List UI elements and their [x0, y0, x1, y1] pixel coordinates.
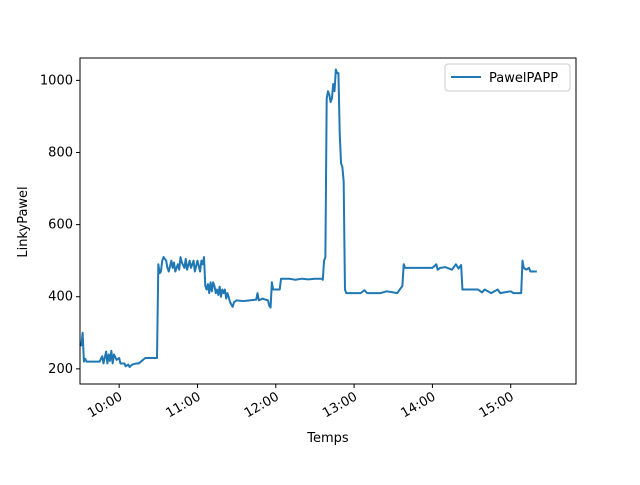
y-axis-ticks: 200 400 600 800 1000 [40, 73, 80, 377]
y-tick-label-400: 400 [48, 290, 73, 305]
y-tick-label-600: 600 [48, 218, 73, 233]
legend-label-pawelpapp: PawelPAPP [489, 71, 558, 86]
y-tick-label-1000: 1000 [40, 73, 73, 88]
x-axis-label: Temps [306, 431, 349, 446]
y-axis-label: LinkyPawel [16, 186, 31, 257]
legend-frame [444, 63, 571, 92]
y-tick-label-800: 800 [48, 145, 73, 160]
y-tick-label-200: 200 [48, 362, 73, 377]
legend: PawelPAPP [444, 63, 571, 92]
plot-area [79, 57, 577, 385]
series-line-pawelpapp [79, 68, 537, 369]
axes-frame [79, 57, 577, 385]
